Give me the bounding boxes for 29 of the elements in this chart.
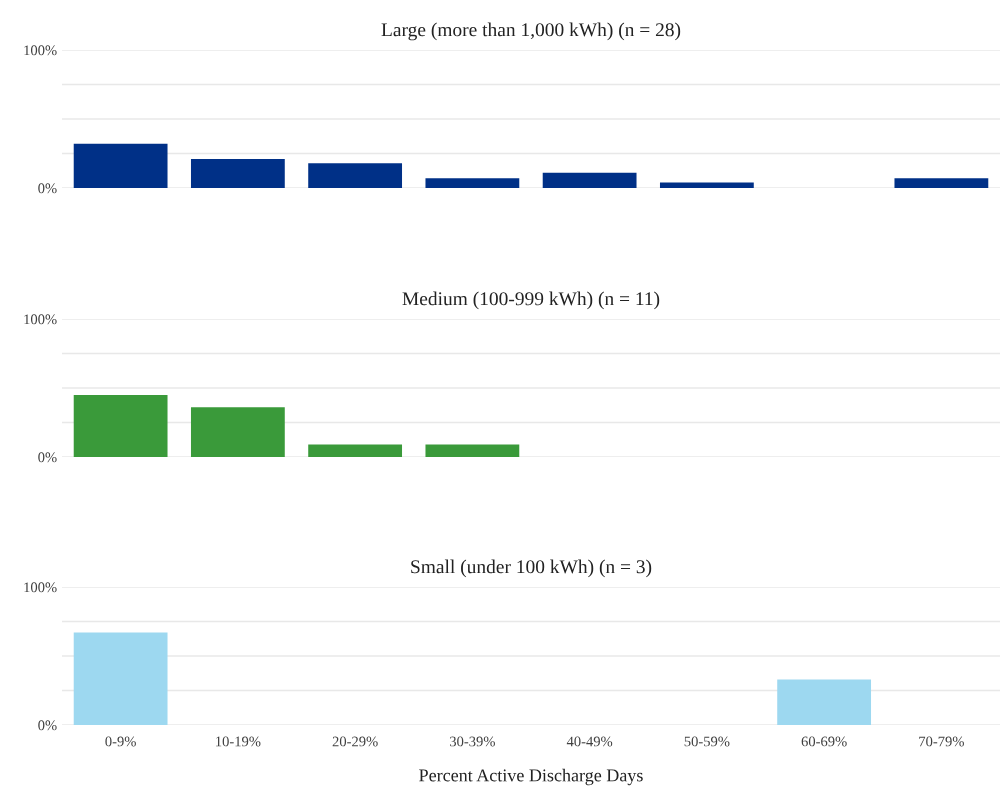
- bar: [308, 444, 403, 457]
- y-tick-label: 0%: [38, 452, 57, 463]
- y-tick-label: 100%: [24, 45, 57, 56]
- y-tick-label: 0%: [38, 183, 57, 194]
- bar: [190, 407, 285, 457]
- chart-title: Medium (100-999 kWh) (n = 11): [402, 291, 660, 310]
- x-tick-label: 0-9%: [105, 736, 136, 747]
- bar: [73, 394, 168, 457]
- bar: [659, 182, 754, 188]
- bar: [425, 178, 520, 188]
- bar: [894, 178, 989, 188]
- y-tick-label: 100%: [24, 314, 57, 325]
- bar: [73, 143, 168, 188]
- x-tick-label: 40-49%: [566, 736, 613, 747]
- y-tick-label: 100%: [24, 582, 57, 593]
- x-tick-label: 30-39%: [449, 736, 495, 747]
- chart-title: Small (under 100 kWh) (n = 3): [411, 559, 652, 578]
- x-tick-label: 60-69%: [801, 736, 847, 747]
- x-tick-label: 20-29%: [332, 736, 378, 747]
- x-axis-title: Percent Active Discharge Days: [419, 768, 643, 786]
- x-tick-label: 50-59%: [684, 736, 730, 747]
- x-tick-label: 70-79%: [919, 736, 964, 747]
- bar: [542, 172, 637, 188]
- y-tick-label: 0%: [38, 720, 57, 731]
- bar: [308, 163, 403, 188]
- x-tick-label: 10-19%: [216, 736, 261, 747]
- bar: [425, 444, 520, 457]
- chart-title: Large (more than 1,000 kWh) (n = 28): [381, 22, 681, 41]
- bar: [190, 159, 285, 188]
